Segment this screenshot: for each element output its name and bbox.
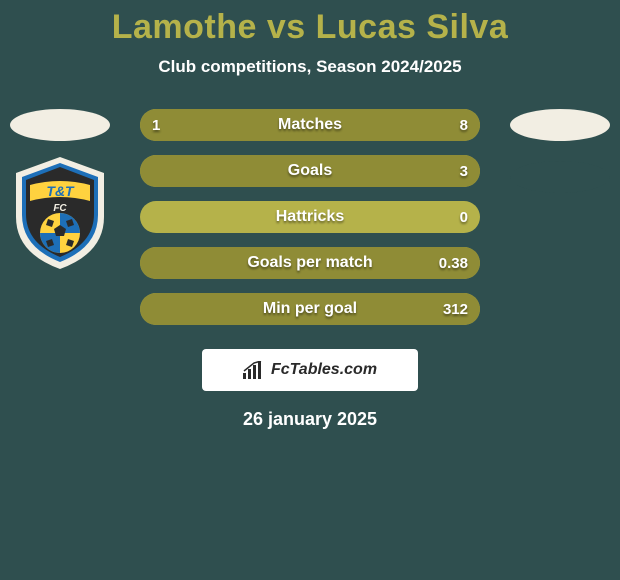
svg-text:FC: FC xyxy=(53,203,67,214)
stat-bar: Goals3 xyxy=(140,155,480,187)
player-right-placeholder xyxy=(510,109,610,141)
comparison-area: T&T FC 1Matches8 Goals3 Hattricks0 Goals pe… xyxy=(0,109,620,325)
stat-value-right: 0.38 xyxy=(439,247,468,279)
brand-text: FcTables.com xyxy=(271,361,377,379)
stat-value-right: 8 xyxy=(460,109,468,141)
date-label: 26 january 2025 xyxy=(0,409,620,430)
crest-svg: T&T FC xyxy=(10,155,110,271)
team-right-placeholder xyxy=(510,161,610,193)
stat-bar: Min per goal312 xyxy=(140,293,480,325)
stat-label: Matches xyxy=(140,109,480,141)
player-left-column: T&T FC xyxy=(0,109,120,271)
subtitle: Club competitions, Season 2024/2025 xyxy=(0,57,620,77)
stat-bar: 1Matches8 xyxy=(140,109,480,141)
bars-icon xyxy=(243,361,265,379)
stat-value-right: 312 xyxy=(443,293,468,325)
player-right-column xyxy=(500,109,620,193)
stat-label: Min per goal xyxy=(140,293,480,325)
stat-bar: Goals per match0.38 xyxy=(140,247,480,279)
player-left-placeholder xyxy=(10,109,110,141)
stat-value-right: 3 xyxy=(460,155,468,187)
stat-bar: Hattricks0 xyxy=(140,201,480,233)
page-title: Lamothe vs Lucas Silva xyxy=(0,0,620,47)
stat-label: Goals per match xyxy=(140,247,480,279)
svg-text:T&T: T&T xyxy=(46,183,75,199)
stat-value-right: 0 xyxy=(460,201,468,233)
stat-label: Hattricks xyxy=(140,201,480,233)
stat-label: Goals xyxy=(140,155,480,187)
team-crest-left: T&T FC xyxy=(10,155,110,271)
brand-box: FcTables.com xyxy=(202,349,418,391)
stat-bars: 1Matches8 Goals3 Hattricks0 Goals per match… xyxy=(140,109,480,325)
